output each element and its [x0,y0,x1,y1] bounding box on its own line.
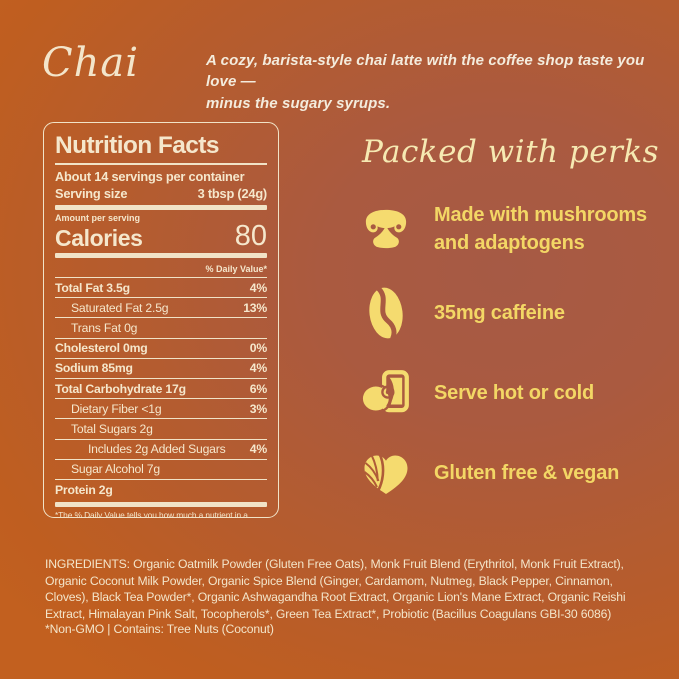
nutrient-daily-value: 0% [249,341,267,356]
perk-text: 35mg caffeine [434,301,565,324]
calories-value: 80 [234,219,267,252]
nutrient-daily-value: 13% [243,300,267,315]
mushroom-icon [362,206,410,254]
daily-value-footnote: *The % Daily Value tells you how much a … [55,510,248,518]
nutrition-row: Total Fat 3.5g 4% [55,278,267,299]
nutrient-label: Total Sugars 2g [71,422,153,437]
perk-list: Made with mushrooms and adaptogens 35mg … [362,202,662,497]
nutrition-row: Cholesterol 0mg 0% [55,339,267,359]
nutrient-label: Saturated Fat 2.5g [71,300,169,315]
allergen-note: *Non-GMO | Contains: Tree Nuts (Coconut) [45,622,274,636]
nutrition-row: Sugar Alcohol 7g [55,460,267,480]
perk-item: Serve hot or cold [362,369,662,417]
tagline-line-1: A cozy, barista-style chai latte with th… [206,52,645,91]
daily-value-header: % Daily Value* [55,261,267,279]
servings-per-container: About 14 servings per container [55,168,245,184]
nutrient-label: Cholesterol 0mg [55,341,148,356]
perk-item: Gluten free & vegan [362,449,662,497]
divider [55,162,267,165]
heart-leaf-icon [362,449,410,497]
product-tagline: A cozy, barista-style chai latte with th… [206,50,646,114]
coffee-bean-icon [362,285,410,342]
nutrition-row: Trans Fat 0g [55,318,267,339]
thick-divider [55,204,267,210]
amount-per-serving-label: Amount per serving [55,212,141,223]
nutrition-row: Total Carbohydrate 17g 6% [55,379,267,400]
nutrition-row: Total Sugars 2g [55,419,267,440]
nutrition-row: Saturated Fat 2.5g 13% [55,298,267,319]
perks-section: Packed with perks Made with mushrooms an… [362,134,662,497]
nutrient-label: Sodium 85mg [55,361,133,376]
calories-row: Calories 80 [55,219,267,252]
serving-size-label: Serving size [55,185,128,201]
nutrient-label: Includes 2g Added Sugars [88,442,226,457]
thick-divider [55,253,267,259]
nutrition-row: Protein 2g [55,480,267,499]
nutrient-daily-value: 4% [249,280,267,295]
nutrient-label: Trans Fat 0g [71,321,138,336]
nutrient-daily-value: 4% [249,442,267,457]
nutrition-row: Dietary Fiber <1g 3% [55,399,267,420]
nutrient-daily-value: 6% [249,381,267,396]
perk-item: Made with mushrooms and adaptogens [362,202,662,257]
tagline-line-2: minus the sugary syrups. [206,94,391,112]
thick-divider [55,502,267,508]
perks-title: Packed with perks [362,134,660,170]
nutrition-facts-title: Nutrition Facts [55,132,219,159]
nutrient-daily-value: 3% [249,401,267,416]
nutrition-facts-panel: Nutrition Facts About 14 servings per co… [43,122,279,518]
cup-icon [362,369,410,417]
nutrient-daily-value: 4% [249,361,267,376]
nutrient-label: Protein 2g [55,482,113,497]
nutrition-row: Includes 2g Added Sugars 4% [55,440,267,460]
perk-text: Serve hot or cold [434,381,594,404]
calories-label: Calories [55,224,143,251]
perk-text: Made with mushrooms and adaptogens [434,204,647,254]
nutrition-rows: Total Fat 3.5g 4% Saturated Fat 2.5g 13%… [55,278,267,499]
product-name: Chai [42,40,140,86]
serving-size-row: Serving size 3 tbsp (24g) [55,186,267,201]
nutrient-label: Total Carbohydrate 17g [55,381,186,396]
nutrient-label: Sugar Alcohol 7g [71,462,160,477]
nutrition-row: Sodium 85mg 4% [55,359,267,380]
nutrient-label: Total Fat 3.5g [55,280,130,295]
perk-text: Gluten free & vegan [434,461,620,484]
ingredients-text: INGREDIENTS: Organic Oatmilk Powder (Glu… [45,557,626,622]
nutrient-label: Dietary Fiber <1g [71,401,162,416]
perk-item: 35mg caffeine [362,285,662,342]
serving-size-value: 3 tbsp (24g) [197,185,268,201]
